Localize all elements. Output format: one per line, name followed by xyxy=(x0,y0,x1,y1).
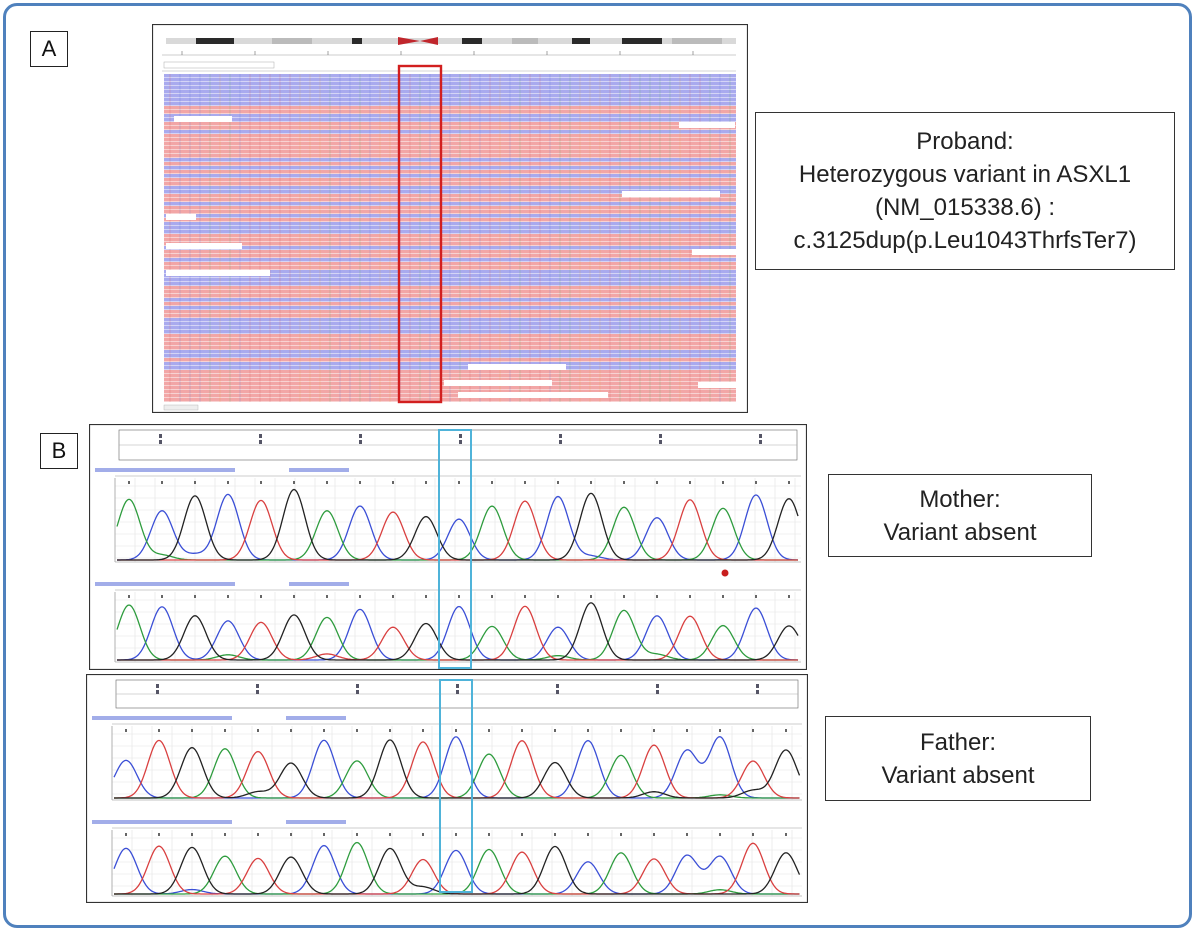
figure-frame: A Proband: Heterozygous variant in ASXL1… xyxy=(3,3,1192,928)
igv-read-alignment xyxy=(152,24,748,413)
read-gaps xyxy=(166,116,738,398)
proband-caption-line: Proband: xyxy=(916,128,1014,155)
father-caption: Father: Variant absent xyxy=(825,716,1091,801)
panel-b-label: B xyxy=(40,433,78,469)
mother-chromatogram xyxy=(89,424,807,670)
mother-caption: Mother: Variant absent xyxy=(828,474,1092,557)
father-caption-line: Variant absent xyxy=(881,761,1035,789)
father-caption-line: Father: xyxy=(919,728,997,756)
red-dot-icon xyxy=(721,569,729,577)
panel-a-label: A xyxy=(30,31,68,67)
proband-caption-line: (NM_015338.6) : xyxy=(874,194,1056,221)
mother-caption-line: Mother: xyxy=(919,485,1001,513)
read-rows xyxy=(164,74,736,402)
variant-box xyxy=(397,64,443,404)
ruler-ticks xyxy=(162,51,736,411)
father-chromatogram xyxy=(86,674,808,903)
proband-caption: Proband: Heterozygous variant in ASXL1 (… xyxy=(755,112,1175,270)
proband-caption-line: c.3125dup(p.Leu1043ThrfsTer7) xyxy=(793,227,1137,254)
chromosome-ideogram xyxy=(166,37,736,45)
mother-caption-line: Variant absent xyxy=(883,518,1037,546)
proband-caption-line: Heterozygous variant in ASXL1 xyxy=(798,161,1132,188)
